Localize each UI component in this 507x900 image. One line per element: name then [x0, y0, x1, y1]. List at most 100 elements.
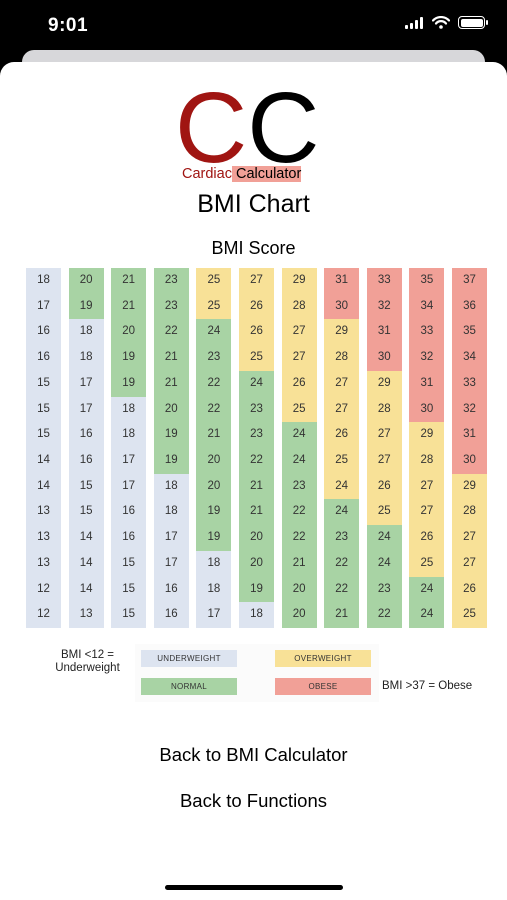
bmi-cell: 26	[409, 525, 445, 551]
bmi-cell: 32	[366, 293, 402, 320]
bmi-cell: 20	[196, 447, 232, 474]
bmi-cell: 16	[111, 525, 147, 551]
bmi-cell: 35	[452, 319, 487, 346]
bmi-cell: 26	[366, 473, 402, 500]
bmi-cell: 25	[324, 447, 360, 474]
bmi-cell: 13	[68, 602, 104, 628]
bmi-cell: 27	[409, 473, 445, 500]
bmi-cell: 21	[153, 370, 189, 397]
bmi-cell: 23	[196, 345, 232, 371]
bmi-cell: 15	[111, 550, 147, 577]
chart-title: BMI Score	[211, 238, 296, 258]
bmi-cell: 21	[281, 550, 317, 577]
bmi-cell: 23	[281, 473, 317, 500]
bmi-cell: 23	[153, 268, 189, 294]
bmi-cell: 19	[239, 576, 274, 603]
legend-obese: OBESE	[275, 678, 371, 695]
bmi-cell: 21	[196, 422, 232, 448]
bmi-cell: 18	[196, 550, 232, 577]
bmi-column: 35 34 33 32 31 30 29 28 27 27 26 25 24 24	[409, 268, 445, 637]
bmi-cell: 20	[239, 550, 274, 577]
bmi-cell: 30	[452, 447, 487, 474]
bmi-cell: 30	[366, 345, 402, 371]
bmi-cell: 37	[452, 268, 487, 294]
bmi-cell: 18	[239, 602, 274, 628]
cardiac-calculator-logo: CC Cardiac Calculator	[175, 78, 335, 186]
bmi-cell: 20	[281, 576, 317, 603]
bmi-cell: 27	[366, 422, 402, 448]
bmi-cell: 25	[409, 550, 445, 577]
bmi-cell: 16	[111, 499, 147, 526]
bmi-cell: 18	[153, 473, 189, 500]
bmi-cell: 17	[68, 370, 104, 397]
logo-letter-red: C	[175, 72, 248, 184]
bmi-cell: 33	[409, 319, 445, 346]
legend: UNDERWEIGHT OVERWEIGHT NORMAL OBESE	[135, 644, 379, 702]
bmi-cell: 26	[239, 293, 274, 320]
bmi-cell: 18	[196, 576, 232, 603]
bmi-cell: 31	[324, 268, 360, 294]
bmi-cell: 18	[153, 499, 189, 526]
bmi-cell: 17	[111, 447, 147, 474]
bmi-cell: 22	[153, 319, 189, 346]
bmi-cell: 13	[26, 525, 61, 551]
bmi-column: 33 32 31 30 29 28 27 27 26 25 24 24 23 22	[366, 268, 402, 637]
bmi-column: 29 28 27 27 26 25 24 24 23 22 22 21 20 20	[281, 268, 317, 637]
bmi-cell: 21	[111, 268, 147, 294]
bmi-cell: 25	[281, 396, 317, 423]
bmi-cell: 29	[366, 370, 402, 397]
bmi-cell: 27	[409, 499, 445, 526]
bmi-cell: 13	[26, 499, 61, 526]
bmi-cell: 26	[239, 319, 274, 346]
bmi-cell: 14	[26, 447, 61, 474]
bmi-cell: 22	[324, 550, 360, 577]
bmi-cell: 17	[153, 525, 189, 551]
bmi-cell: 20	[239, 525, 274, 551]
legend-note-obese: BMI >37 = Obese	[382, 680, 473, 692]
bmi-cell: 23	[366, 576, 402, 603]
bmi-score-table: 18 17 16 16 15 15 15 14 14 13 13 13 12 12 20 19 18 18 17 17…	[26, 268, 487, 637]
back-to-functions-button[interactable]: Back to Functions	[179, 790, 328, 811]
bmi-cell: 19	[68, 293, 104, 320]
bmi-cell: 23	[239, 422, 274, 448]
bmi-cell: 26	[324, 422, 360, 448]
bmi-cell: 22	[366, 602, 402, 628]
bmi-cell: 31	[409, 370, 445, 397]
legend-note-underweight: BMI <12 = Underweight	[55, 649, 120, 674]
bmi-cell: 30	[409, 396, 445, 423]
bmi-cell: 12	[26, 602, 61, 628]
bmi-cell: 24	[366, 550, 402, 577]
bmi-cell: 16	[26, 345, 61, 371]
legend-normal: NORMAL	[141, 678, 237, 695]
bmi-cell: 24	[196, 319, 232, 346]
bmi-cell: 22	[239, 447, 274, 474]
bmi-column: 27 26 26 25 24 23 23 22 21 21 20 20 19 18	[239, 268, 274, 637]
bmi-cell: 27	[281, 345, 317, 371]
bmi-cell: 25	[239, 345, 274, 371]
bmi-cell: 26	[281, 370, 317, 397]
bmi-cell: 29	[409, 422, 445, 448]
bmi-cell: 16	[153, 602, 189, 628]
bmi-cell: 27	[324, 396, 360, 423]
back-to-bmi-calculator-button[interactable]: Back to BMI Calculator	[159, 744, 348, 765]
bmi-cell: 15	[68, 499, 104, 526]
bmi-column: 21 21 20 19 19 18 18 17 17 16 16 15 15 15	[111, 268, 147, 637]
bmi-cell: 25	[452, 602, 487, 628]
bmi-cell: 29	[324, 319, 360, 346]
bmi-cell: 14	[68, 550, 104, 577]
bmi-column: 37 36 35 34 33 32 31 30 29 28 27 27 26 25	[452, 268, 487, 637]
bmi-cell: 30	[324, 293, 360, 320]
bmi-cell: 20	[153, 396, 189, 423]
bmi-cell: 33	[366, 268, 402, 294]
wifi-icon	[432, 16, 450, 29]
bmi-cell: 26	[452, 576, 487, 603]
bmi-cell: 20	[281, 602, 317, 628]
bmi-cell: 16	[153, 576, 189, 603]
bmi-cell: 17	[153, 550, 189, 577]
bmi-cell: 15	[26, 370, 61, 397]
home-indicator[interactable]	[165, 885, 343, 890]
bmi-cell: 15	[26, 396, 61, 423]
bmi-cell: 24	[281, 447, 317, 474]
bmi-cell: 28	[324, 345, 360, 371]
bmi-cell: 24	[324, 499, 360, 526]
